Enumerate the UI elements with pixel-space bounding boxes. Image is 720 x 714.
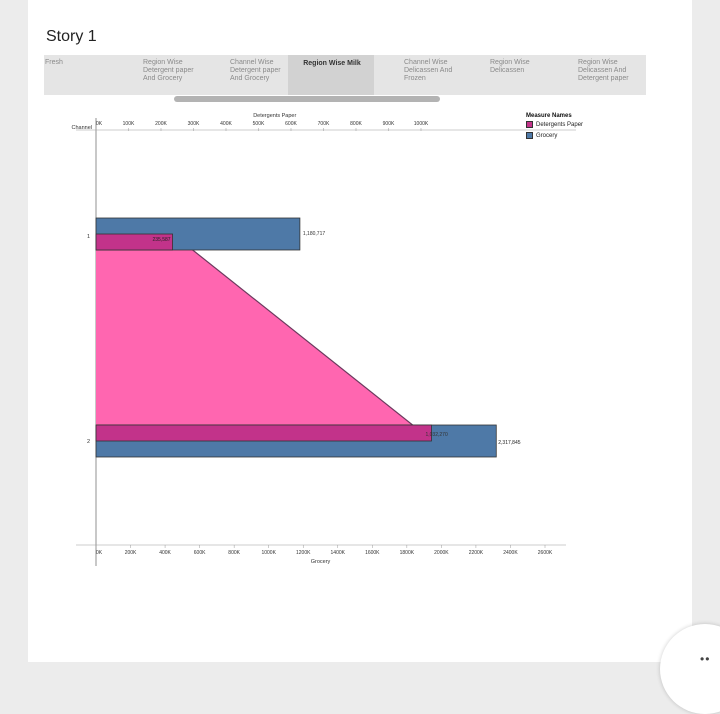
top-tick-label: 300K xyxy=(188,121,200,127)
story-tabs: Fresh Region Wise Detergent paper And Gro… xyxy=(44,55,646,95)
bottom-tick-label: 2200K xyxy=(469,550,484,556)
bottom-tick-label: 1200K xyxy=(296,550,311,556)
legend-swatch xyxy=(526,132,533,139)
top-tick-label: 100K xyxy=(123,121,135,127)
value-label: 1,180,717 xyxy=(303,231,325,237)
story-tab-label: Fresh xyxy=(45,59,63,66)
detergents-area xyxy=(96,234,432,440)
story-tab-3[interactable]: Channel Wise Detergent paper And Grocery xyxy=(202,55,287,95)
bottom-tick-label: 0K xyxy=(96,550,103,556)
story-tab-label: Channel Wise Delicassen And Frozen xyxy=(404,59,453,82)
story-tab-5[interactable]: Channel Wise Delicassen And Frozen xyxy=(376,55,461,95)
bottom-tick-label: 2000K xyxy=(434,550,449,556)
category-label: 2 xyxy=(87,439,90,445)
top-tick-label: 1000K xyxy=(414,121,429,127)
story-tab-1[interactable]: Fresh xyxy=(44,55,114,95)
bottom-tick-label: 400K xyxy=(159,550,171,556)
legend-label: Grocery xyxy=(536,133,558,140)
story-tab-label: Region Wise Delicassen And Detergent pap… xyxy=(578,59,629,82)
bottom-tick-label: 1400K xyxy=(331,550,346,556)
bar-chart: 0K 100K 200K 300K 400K 500K 600K 700K 800K 900K 10… xyxy=(72,113,576,566)
bottom-tick-label: 1600K xyxy=(365,550,380,556)
bottom-axis-label: Grocery xyxy=(311,559,331,565)
story-tab-label: Region Wise Detergent paper And Grocery xyxy=(143,59,194,82)
top-tick-label: 800K xyxy=(350,121,362,127)
legend-swatch xyxy=(526,121,533,128)
category-label: 1 xyxy=(87,234,90,240)
story-tab-4[interactable]: Region Wise Milk xyxy=(288,55,374,95)
story-tab-6[interactable]: Region Wise Delicassen xyxy=(462,55,548,95)
bottom-tick-label: 2400K xyxy=(503,550,518,556)
tabs-scrollbar[interactable] xyxy=(174,96,440,102)
bottom-tick-label: 200K xyxy=(125,550,137,556)
top-tick-label: 400K xyxy=(220,121,232,127)
legend-item[interactable]: Grocery xyxy=(526,132,557,141)
story-tab-2[interactable]: Region Wise Detergent paper And Grocery xyxy=(115,55,201,95)
bottom-tick-label: 1800K xyxy=(400,550,415,556)
legend-label: Detergents Paper xyxy=(536,122,584,129)
story-tab-7[interactable]: Region Wise Delicassen And Detergent pap… xyxy=(550,55,646,95)
top-axis-label: Detergents Paper xyxy=(253,113,296,119)
top-tick-label: 0K xyxy=(96,121,103,127)
story-title: Story 1 xyxy=(46,28,97,45)
bottom-tick-label: 2600K xyxy=(538,550,553,556)
story-tab-label: Region Wise Delicassen xyxy=(490,59,530,74)
top-tick-label: 500K xyxy=(253,121,265,127)
story-tab-label: Channel Wise Detergent paper And Grocery xyxy=(230,59,281,82)
value-label: 1,032,270 xyxy=(425,432,447,438)
top-tick-label: 600K xyxy=(285,121,297,127)
more-icon[interactable]: •• xyxy=(700,652,711,666)
detergents-bar-2[interactable] xyxy=(95,424,432,442)
top-tick-label: 900K xyxy=(383,121,395,127)
legend-title: Measure Names xyxy=(526,113,572,119)
bottom-tick-label: 600K xyxy=(194,550,206,556)
top-tick-label: 200K xyxy=(155,121,167,127)
detergents-area-edge xyxy=(172,233,432,441)
detergents-bar-1[interactable] xyxy=(95,233,173,251)
value-label: 235,587 xyxy=(152,237,170,243)
bottom-tick-label: 1000K xyxy=(261,550,276,556)
row-header: Channel xyxy=(72,125,93,131)
bottom-tick-label: 800K xyxy=(228,550,240,556)
top-tick-label: 700K xyxy=(318,121,330,127)
legend-item[interactable]: Detergents Paper xyxy=(526,121,583,130)
value-label: 2,317,845 xyxy=(498,440,520,446)
story-tab-label: Region Wise Milk xyxy=(303,60,361,67)
